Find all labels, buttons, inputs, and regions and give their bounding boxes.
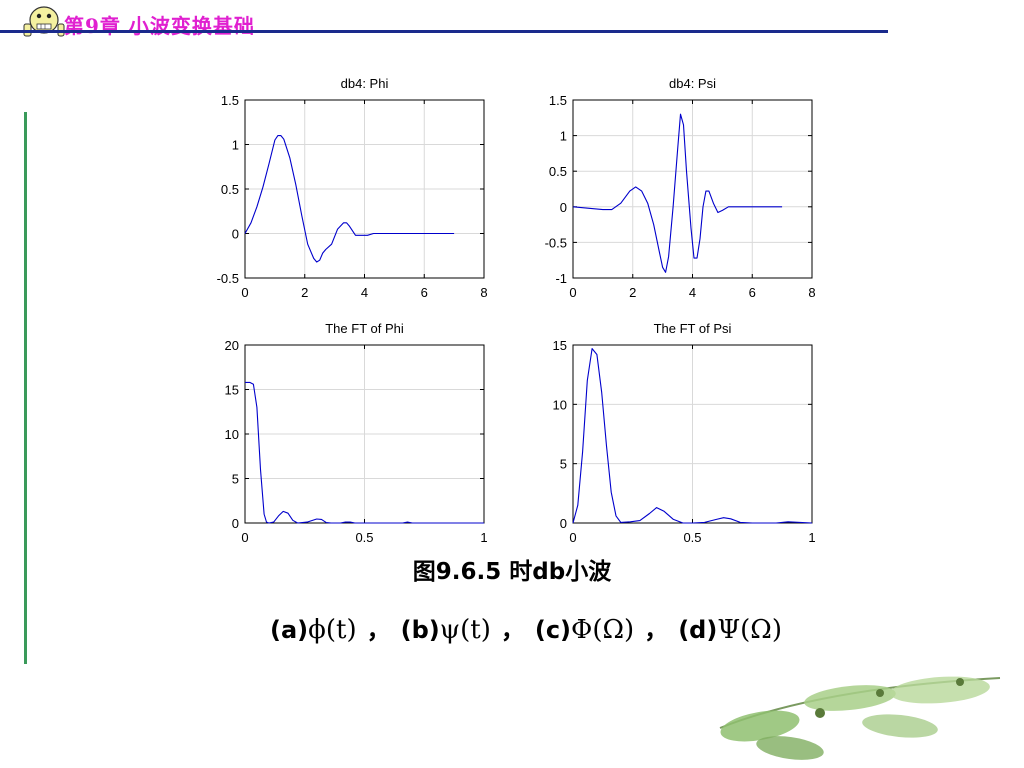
y-tick-label: 0.5 — [549, 164, 567, 179]
y-tick-label: 1.5 — [549, 93, 567, 108]
x-tick-label: 0 — [569, 530, 576, 545]
series-line — [244, 135, 455, 263]
x-tick-label: 1 — [480, 530, 487, 545]
x-tick-label: 0.5 — [355, 530, 373, 545]
y-tick-label: 0 — [232, 516, 239, 531]
eq-separator: ， — [366, 616, 391, 644]
eq-label-d: (d) — [678, 616, 718, 644]
y-tick-label: 0 — [560, 200, 567, 215]
series-line — [245, 381, 484, 524]
eq-symbol-phi-omega: Φ(Ω) — [571, 615, 635, 645]
side-accent-bar — [24, 112, 27, 664]
x-tick-label: 6 — [421, 285, 428, 300]
y-tick-label: 0 — [232, 227, 239, 242]
y-tick-label: 0 — [560, 516, 567, 531]
x-tick-label: 2 — [629, 285, 636, 300]
eq-label-b: (b) — [400, 616, 440, 644]
x-tick-label: 0 — [569, 285, 576, 300]
x-tick-label: 8 — [480, 285, 487, 300]
y-tick-label: 1.5 — [221, 93, 239, 108]
y-tick-label: 15 — [225, 383, 239, 398]
y-tick-label: 1 — [560, 129, 567, 144]
series-line — [572, 113, 783, 273]
x-tick-label: 0.5 — [683, 530, 701, 545]
eq-symbol-phi-t: ϕ(t) — [308, 615, 357, 645]
chart-title: db4: Psi — [669, 76, 716, 91]
header-rule — [0, 30, 888, 33]
y-tick-label: -0.5 — [545, 235, 567, 250]
leaf-decoration — [719, 676, 1001, 760]
x-tick-label: 6 — [749, 285, 756, 300]
y-tick-label: 20 — [225, 338, 239, 353]
y-tick-label: 5 — [232, 472, 239, 487]
chart-title: The FT of Phi — [325, 321, 404, 336]
eq-symbol-psi-t: ψ(t) — [439, 615, 491, 645]
series-line — [572, 348, 813, 524]
eq-separator: ， — [644, 616, 669, 644]
figure-caption: 图9.6.5 时db小波 — [412, 559, 612, 585]
y-tick-label: -1 — [555, 271, 567, 286]
equation-line: (a)ϕ(t) ， (b)ψ(t) ， (c)Φ(Ω) ， (d)Ψ(Ω) — [270, 610, 782, 645]
chart-title: The FT of Psi — [654, 321, 732, 336]
eq-label-c: (c) — [534, 616, 572, 644]
y-tick-label: 0.5 — [221, 182, 239, 197]
eq-label-a: (a) — [270, 616, 309, 644]
x-tick-label: 2 — [301, 285, 308, 300]
y-tick-label: -0.5 — [217, 271, 239, 286]
x-tick-label: 1 — [808, 530, 815, 545]
chart-title: db4: Phi — [341, 76, 389, 91]
x-tick-label: 4 — [689, 285, 696, 300]
y-tick-label: 15 — [553, 338, 567, 353]
eq-symbol-psi-omega: Ψ(Ω) — [717, 615, 782, 645]
x-tick-label: 4 — [361, 285, 368, 300]
y-tick-label: 10 — [553, 397, 567, 412]
y-tick-label: 10 — [225, 427, 239, 442]
eq-separator: ， — [500, 616, 525, 644]
x-tick-label: 8 — [808, 285, 815, 300]
y-tick-label: 1 — [232, 138, 239, 153]
x-tick-label: 0 — [241, 285, 248, 300]
x-tick-label: 0 — [241, 530, 248, 545]
chapter-title: 第9章 小波变换基础 — [64, 14, 255, 38]
y-tick-label: 5 — [560, 457, 567, 472]
